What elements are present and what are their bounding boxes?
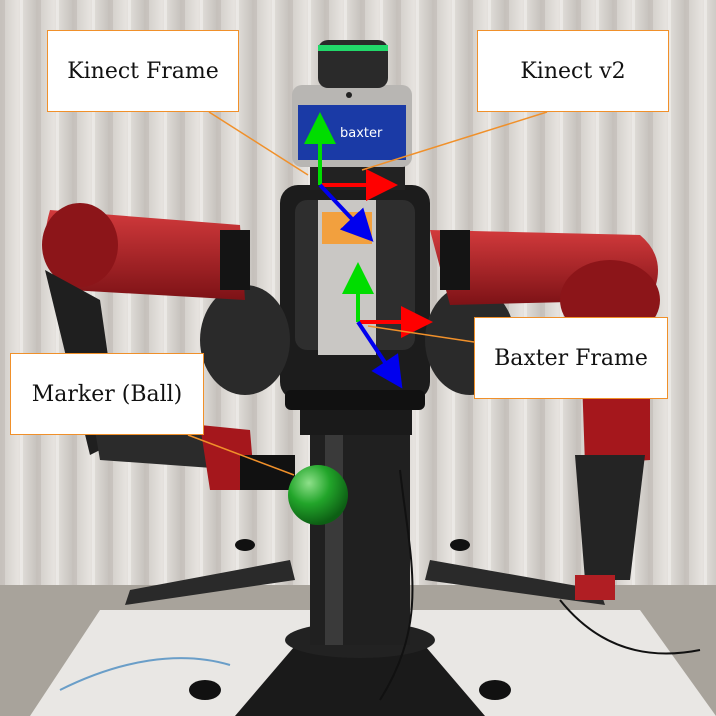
- screen-logo-text: baxter: [340, 126, 383, 141]
- baxter-frame-label: Baxter Frame: [474, 317, 668, 399]
- kinect-v2-label: Kinect v2: [477, 30, 669, 112]
- kinect-frame-label: Kinect Frame: [47, 30, 239, 112]
- marker-ball-label: Marker (Ball): [10, 353, 204, 435]
